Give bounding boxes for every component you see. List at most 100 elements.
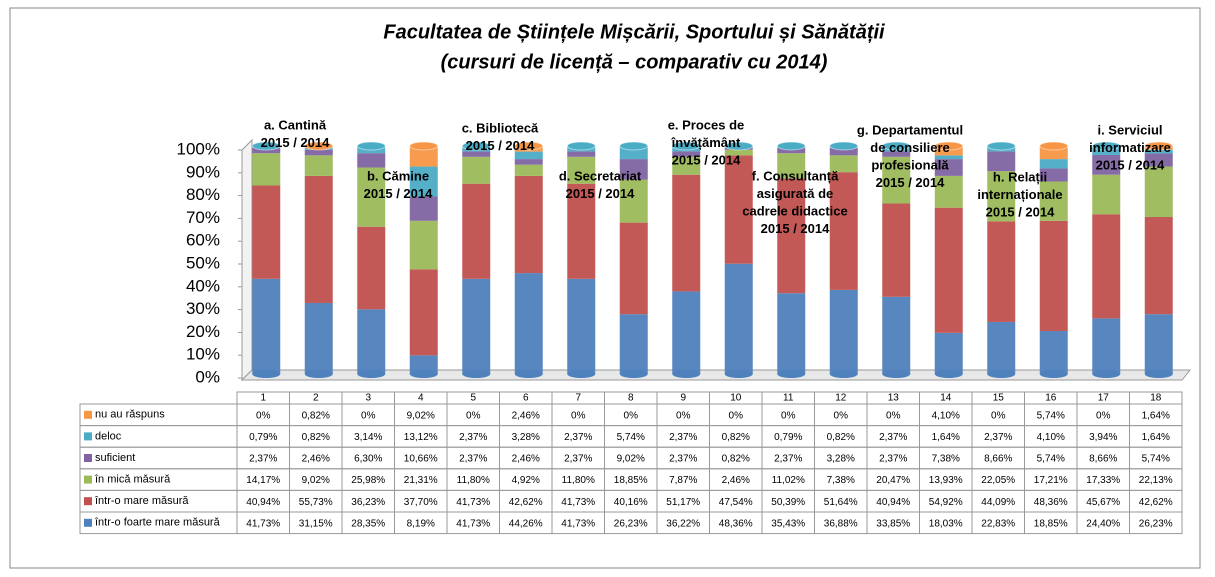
cylinder-top	[724, 141, 754, 151]
annotation: a. Cantină	[264, 117, 327, 132]
annotation: 2015 / 2014	[261, 135, 330, 150]
x-tick-label: 7	[575, 393, 581, 404]
y-tick-label: 100%	[177, 139, 220, 158]
table-value: 55,73%	[299, 497, 333, 508]
table-value: 0%	[676, 410, 691, 421]
x-tick-label: 4	[418, 393, 424, 404]
table-value: 25,98%	[351, 475, 385, 486]
bar-segment	[619, 222, 648, 315]
cylinder-top	[566, 141, 596, 151]
bar-segment	[1092, 174, 1121, 215]
table-value: 41,73%	[561, 518, 595, 529]
bar-segment	[619, 314, 648, 374]
table-value: 37,70%	[404, 497, 438, 508]
y-tick-label: 60%	[186, 231, 220, 250]
table-value: 40,94%	[876, 497, 910, 508]
table-value: 0%	[571, 410, 586, 421]
table-value: 4,10%	[932, 410, 960, 421]
legend-swatch	[84, 410, 92, 419]
bar-segment	[304, 175, 333, 303]
table-value: 40,16%	[614, 497, 648, 508]
bar-segment	[1039, 159, 1068, 169]
table-value: 2,37%	[879, 432, 907, 443]
bar-segment	[1144, 153, 1173, 167]
x-tick-label: 6	[523, 393, 529, 404]
table-value: 7,87%	[669, 475, 697, 486]
table-value: 6,30%	[354, 454, 382, 465]
table-value: 17,33%	[1086, 475, 1120, 486]
table-value: 18,85%	[1034, 518, 1068, 529]
x-tick-label: 5	[470, 393, 476, 404]
x-tick-label: 9	[680, 393, 686, 404]
cylinder-top	[251, 141, 281, 151]
bar-segment	[409, 269, 438, 356]
bar-segment	[724, 149, 753, 156]
table-value: 0,79%	[774, 432, 802, 443]
table-value: 7,38%	[932, 454, 960, 465]
bar-segment	[1092, 214, 1121, 319]
table-value: 0%	[624, 410, 639, 421]
legend-label: într-o mare măsură	[94, 495, 189, 507]
cylinder-top	[986, 141, 1016, 151]
table-value: 5,74%	[1142, 454, 1170, 465]
chart-subtitle: (cursuri de licență – comparativ cu 2014…	[441, 51, 828, 73]
bar-segment	[357, 153, 386, 168]
cylinder-top	[409, 141, 439, 151]
bar-segment	[1144, 149, 1173, 154]
annotation: 2015 / 2014	[566, 186, 635, 201]
table-value: 24,40%	[1086, 518, 1120, 529]
table-value: 5,74%	[1037, 410, 1065, 421]
side-wall	[241, 138, 253, 382]
bar-segment	[882, 151, 911, 157]
table-value: 20,47%	[876, 475, 910, 486]
cylinder-top	[829, 141, 859, 151]
table-value: 0%	[991, 410, 1006, 421]
table-value: 17,21%	[1034, 475, 1068, 486]
cylinder-top	[356, 141, 386, 151]
table-value: 2,37%	[879, 454, 907, 465]
x-tick-label: 1	[260, 393, 266, 404]
bar-segment	[987, 171, 1016, 222]
bar-segment	[672, 174, 701, 292]
bar-segment	[672, 151, 701, 157]
bar-segment	[567, 156, 596, 184]
legend-swatch	[84, 454, 92, 462]
y-tick-label: 50%	[186, 253, 220, 272]
x-tick-label: 16	[1045, 393, 1057, 404]
table-value: 8,19%	[407, 518, 435, 529]
bar-segment	[777, 293, 806, 374]
table-value: 50,39%	[771, 497, 805, 508]
annotation: 2015 / 2014	[761, 221, 830, 236]
bar-segment	[409, 220, 438, 270]
annotation: 2015 / 2014	[876, 175, 945, 190]
table-value: 2,37%	[249, 454, 277, 465]
bar-segment	[1144, 217, 1173, 315]
annotation: i. Serviciul	[1097, 122, 1162, 137]
table-value: 36,88%	[824, 518, 858, 529]
bar-segment	[777, 153, 806, 179]
table-value: 11,80%	[457, 475, 490, 486]
x-tick-label: 3	[365, 393, 371, 404]
bar-segment	[1144, 314, 1173, 374]
table-value: 36,23%	[351, 497, 385, 508]
table-value: 35,43%	[771, 518, 805, 529]
table-value: 18,03%	[929, 518, 963, 529]
cylinder-top	[514, 141, 544, 151]
cylinder-top	[1039, 141, 1069, 151]
table-value: 2,37%	[564, 454, 592, 465]
table-value: 1,64%	[1142, 432, 1170, 443]
bar-segment	[1039, 168, 1068, 182]
table-value: 45,67%	[1086, 497, 1120, 508]
table-value: 0,79%	[249, 432, 277, 443]
table-value: 0%	[1096, 410, 1111, 421]
table-value: 41,73%	[456, 497, 490, 508]
y-tick-label: 10%	[186, 345, 220, 364]
table-value: 10,66%	[404, 454, 438, 465]
x-tick-label: 8	[628, 393, 634, 404]
annotation: f. Consultanță	[752, 168, 839, 183]
annotation: cadrele didactice	[742, 203, 848, 218]
y-tick-label: 30%	[186, 299, 220, 318]
bar-segment	[672, 156, 701, 175]
bar-segment	[252, 147, 281, 154]
